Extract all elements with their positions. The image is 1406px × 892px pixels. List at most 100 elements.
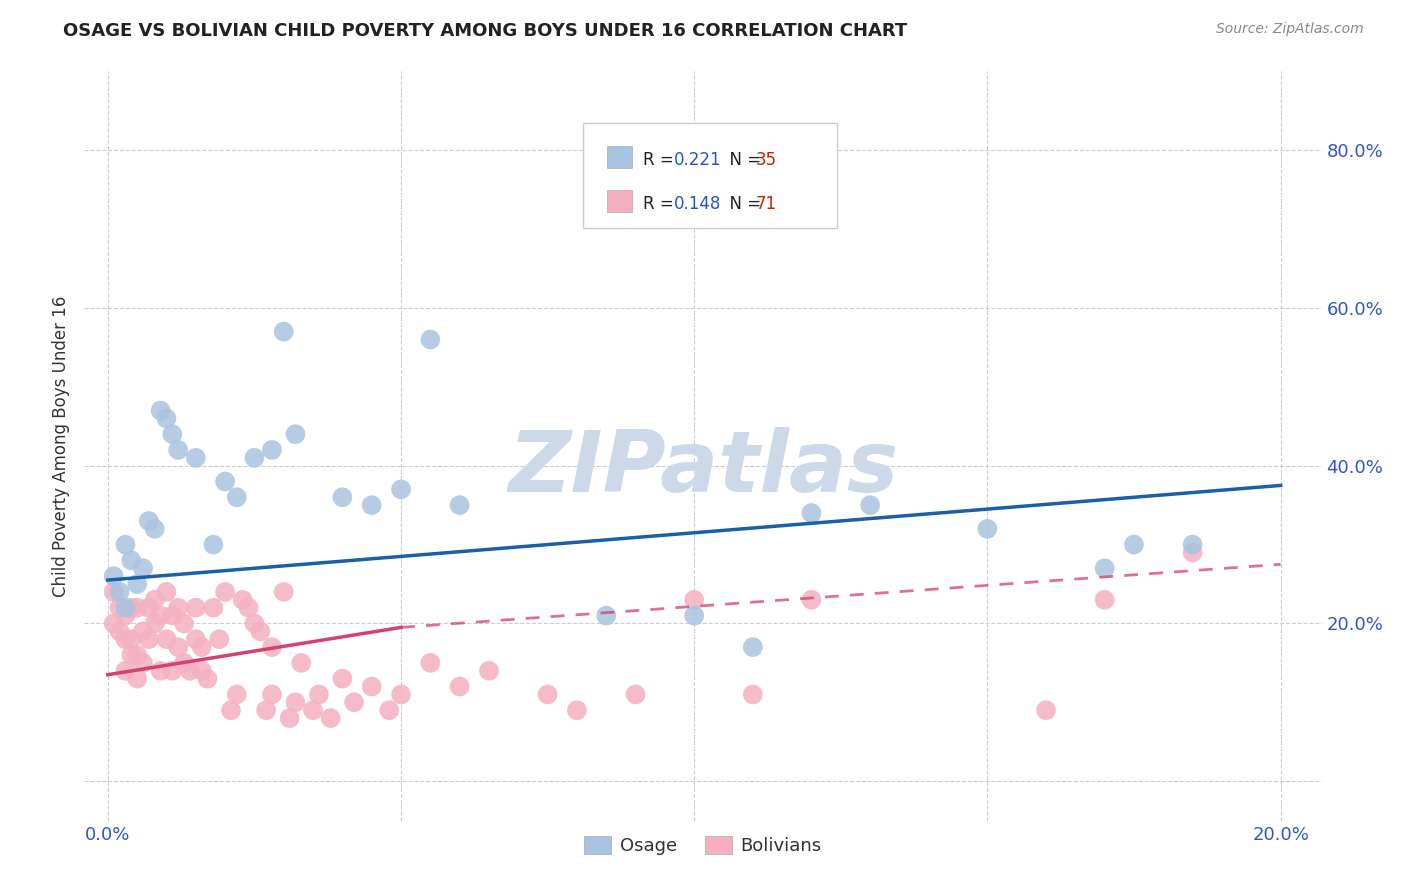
Y-axis label: Child Poverty Among Boys Under 16: Child Poverty Among Boys Under 16 <box>52 295 70 597</box>
Point <box>243 450 266 465</box>
Point <box>138 600 160 615</box>
Point <box>478 664 501 678</box>
Point <box>190 664 212 678</box>
Point <box>120 600 142 615</box>
Point <box>108 585 131 599</box>
Text: R =: R = <box>644 195 679 213</box>
Point <box>202 538 225 552</box>
Point <box>184 632 207 647</box>
Point <box>103 585 125 599</box>
Text: 35: 35 <box>756 151 778 169</box>
Point <box>114 664 136 678</box>
Point <box>155 585 177 599</box>
Point <box>800 506 823 520</box>
Point <box>332 490 354 504</box>
Point <box>149 403 172 417</box>
Point <box>284 427 307 442</box>
Point <box>1181 545 1204 559</box>
Text: Source: ZipAtlas.com: Source: ZipAtlas.com <box>1216 22 1364 37</box>
Point <box>360 680 382 694</box>
Point <box>143 522 166 536</box>
Point <box>278 711 301 725</box>
Point <box>378 703 401 717</box>
Point <box>155 411 177 425</box>
Text: 71: 71 <box>756 195 778 213</box>
Point <box>419 656 441 670</box>
Point <box>120 553 142 567</box>
Point <box>319 711 342 725</box>
Point <box>149 664 172 678</box>
Point <box>536 688 558 702</box>
Point <box>624 688 647 702</box>
Point <box>114 600 136 615</box>
Point <box>449 680 471 694</box>
Point <box>243 616 266 631</box>
Point <box>1035 703 1057 717</box>
Point <box>595 608 617 623</box>
Point <box>214 475 236 489</box>
Point <box>208 632 231 647</box>
Point <box>132 624 155 639</box>
Point <box>149 608 172 623</box>
Point <box>184 450 207 465</box>
Point <box>214 585 236 599</box>
Point <box>120 648 142 662</box>
Point <box>120 632 142 647</box>
Point <box>127 672 149 686</box>
Point <box>389 688 412 702</box>
Point <box>108 600 131 615</box>
Point <box>260 688 283 702</box>
Text: N =: N = <box>720 195 766 213</box>
Point <box>302 703 325 717</box>
Text: 0.221: 0.221 <box>675 151 721 169</box>
Point <box>284 695 307 709</box>
Point <box>132 561 155 575</box>
Point <box>343 695 366 709</box>
Point <box>238 600 260 615</box>
Text: ZIPatlas: ZIPatlas <box>508 427 898 510</box>
Legend: Osage, Bolivians: Osage, Bolivians <box>575 827 831 864</box>
Point <box>419 333 441 347</box>
Point <box>202 600 225 615</box>
Point <box>138 514 160 528</box>
Point <box>162 664 184 678</box>
Point <box>132 656 155 670</box>
Point <box>103 569 125 583</box>
Point <box>219 703 242 717</box>
Point <box>225 490 247 504</box>
Point <box>127 600 149 615</box>
Point <box>184 600 207 615</box>
Point <box>1123 538 1146 552</box>
Point <box>162 608 184 623</box>
Point <box>173 656 195 670</box>
Text: R =: R = <box>644 151 679 169</box>
Point <box>103 616 125 631</box>
Point <box>1094 561 1116 575</box>
Point <box>127 648 149 662</box>
Point <box>143 616 166 631</box>
Point <box>260 640 283 654</box>
Point <box>167 640 190 654</box>
Point <box>1094 592 1116 607</box>
Point <box>108 624 131 639</box>
Point <box>741 688 763 702</box>
Point <box>449 498 471 512</box>
Point <box>173 616 195 631</box>
Point <box>332 672 354 686</box>
Point <box>859 498 882 512</box>
Point <box>800 592 823 607</box>
Point <box>114 632 136 647</box>
Point <box>273 585 295 599</box>
Point <box>143 592 166 607</box>
Point <box>260 442 283 457</box>
Point <box>389 483 412 497</box>
Point <box>138 632 160 647</box>
Point <box>290 656 312 670</box>
Point <box>155 632 177 647</box>
Point <box>197 672 219 686</box>
Point <box>114 608 136 623</box>
Point <box>360 498 382 512</box>
Point <box>976 522 998 536</box>
Point <box>741 640 763 654</box>
Point <box>190 640 212 654</box>
